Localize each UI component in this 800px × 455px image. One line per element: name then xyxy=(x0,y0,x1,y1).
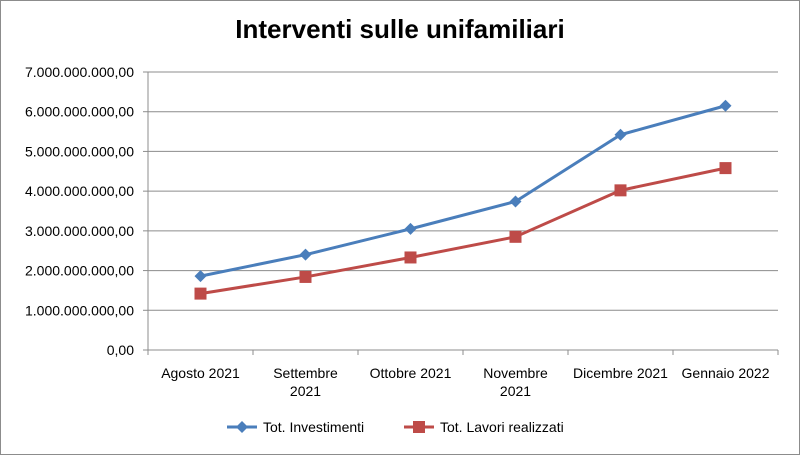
x-tick-label: Dicembre 2021 xyxy=(573,365,668,381)
data-point-diamond xyxy=(299,248,312,261)
data-point-diamond xyxy=(236,421,248,433)
y-tick-label: 1.000.000.000,00 xyxy=(25,302,134,318)
chart-title: Interventi sulle unifamiliari xyxy=(235,14,565,44)
legend-label: Tot. Lavori realizzati xyxy=(440,419,564,435)
x-tick-label: Agosto 2021 xyxy=(161,365,240,381)
series-1 xyxy=(194,99,732,283)
data-point-square xyxy=(413,421,425,433)
y-tick-label: 2.000.000.000,00 xyxy=(25,263,134,279)
y-tick-label: 3.000.000.000,00 xyxy=(25,223,134,239)
data-point-square xyxy=(509,230,522,243)
legend-item-1: Tot. Investimenti xyxy=(227,419,364,435)
y-tick-label: 7.000.000.000,00 xyxy=(25,64,134,80)
legend-label: Tot. Investimenti xyxy=(263,419,364,435)
data-point-square xyxy=(719,162,732,175)
y-tick-label: 6.000.000.000,00 xyxy=(25,104,134,120)
x-tick-label: Settembre 2021 xyxy=(273,365,338,399)
data-point-square xyxy=(194,287,207,300)
legend-item-2: Tot. Lavori realizzati xyxy=(404,419,564,435)
data-point-square xyxy=(299,270,312,283)
data-point-square xyxy=(404,251,417,264)
data-point-diamond xyxy=(404,222,417,235)
series-2 xyxy=(194,162,732,300)
x-tick-label: Gennaio 2022 xyxy=(682,365,770,381)
series-line xyxy=(200,104,726,278)
data-point-diamond xyxy=(509,195,522,208)
y-tick-label: 5.000.000.000,00 xyxy=(25,143,134,159)
gridlines xyxy=(148,71,778,311)
data-point-square xyxy=(614,184,627,197)
series-line xyxy=(200,166,726,296)
legend: Tot. Investimenti Tot. Lavori realizzati xyxy=(227,419,564,435)
x-tick-label: Ottobre 2021 xyxy=(370,365,452,381)
data-point-diamond xyxy=(614,128,627,141)
data-point-diamond xyxy=(719,99,732,112)
y-axis: 0,00 1.000.000.000,00 2.000.000.000,00 3.00… xyxy=(25,64,149,358)
x-tick-label: Novembre 2021 xyxy=(483,365,548,399)
y-tick-label: 4.000.000.000,00 xyxy=(25,183,134,199)
data-point-diamond xyxy=(194,270,207,283)
series-group xyxy=(194,99,732,300)
x-axis: Agosto 2021 Settembre 2021 Ottobre 2021 Nove… xyxy=(147,349,779,399)
y-tick-label: 0,00 xyxy=(107,342,134,358)
